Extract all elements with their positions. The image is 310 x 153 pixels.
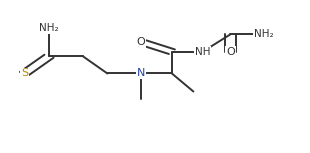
Text: N: N xyxy=(137,69,145,78)
Text: O: O xyxy=(137,37,146,47)
Text: NH₂: NH₂ xyxy=(39,23,59,33)
Text: O: O xyxy=(226,47,235,57)
Text: NH: NH xyxy=(195,47,210,57)
Text: S: S xyxy=(21,69,28,78)
Text: NH₂: NH₂ xyxy=(254,29,274,39)
